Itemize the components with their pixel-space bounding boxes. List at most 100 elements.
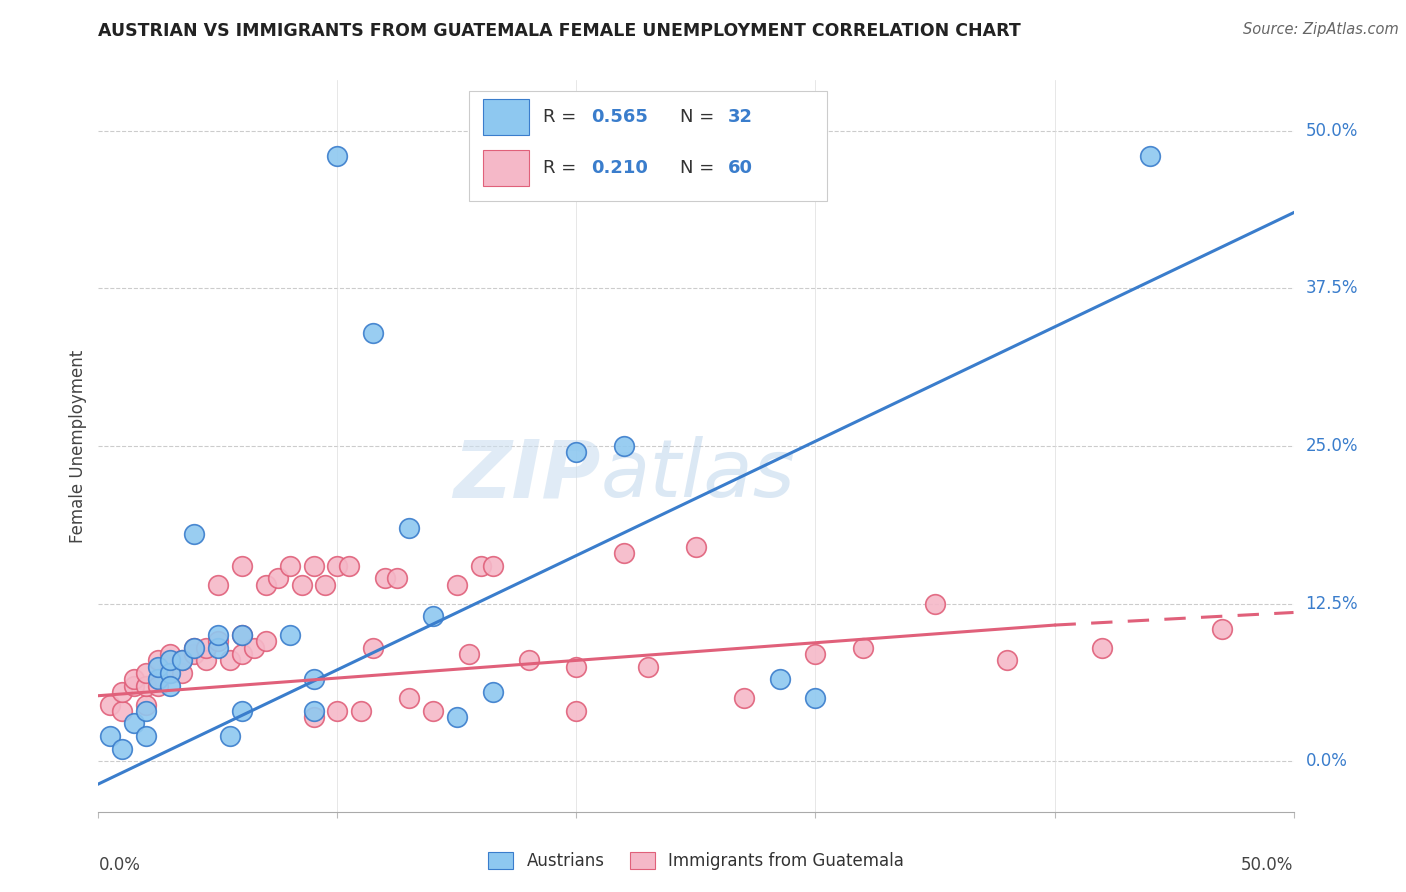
Text: AUSTRIAN VS IMMIGRANTS FROM GUATEMALA FEMALE UNEMPLOYMENT CORRELATION CHART: AUSTRIAN VS IMMIGRANTS FROM GUATEMALA FE… (98, 22, 1021, 40)
Text: N =: N = (681, 108, 720, 126)
Text: 0.565: 0.565 (591, 108, 648, 126)
Point (111, 704, 134, 718)
Point (172, 653, 194, 667)
Text: 0.0%: 0.0% (98, 855, 141, 873)
Point (135, 665, 157, 680)
Point (172, 665, 194, 680)
Point (637, 659, 659, 673)
Point (207, 578, 229, 592)
Point (243, 640, 266, 655)
Text: 25.0%: 25.0% (1305, 437, 1358, 455)
Point (183, 640, 205, 655)
Point (207, 634, 229, 648)
Point (111, 685, 134, 699)
Point (207, 628, 229, 642)
Point (219, 653, 242, 667)
Text: N =: N = (681, 159, 720, 177)
Point (148, 673, 170, 687)
Point (470, 558, 492, 573)
Point (98, 698, 122, 712)
Text: R =: R = (543, 108, 582, 126)
Point (1091, 640, 1114, 655)
Text: 50.0%: 50.0% (1241, 855, 1294, 873)
Text: 60: 60 (728, 159, 754, 177)
Point (267, 571, 290, 585)
Text: 0.210: 0.210 (591, 159, 648, 177)
Point (231, 647, 253, 661)
Point (231, 628, 253, 642)
Point (481, 558, 505, 573)
Point (363, 326, 385, 340)
Point (219, 729, 242, 743)
Point (135, 698, 157, 712)
FancyBboxPatch shape (484, 150, 529, 186)
Point (852, 640, 875, 655)
Point (159, 665, 181, 680)
Point (231, 558, 253, 573)
Point (278, 628, 301, 642)
Point (98, 729, 122, 743)
Point (613, 439, 636, 453)
Point (446, 578, 468, 592)
Point (159, 679, 181, 693)
Point (135, 704, 157, 718)
Point (111, 741, 134, 756)
Text: R =: R = (543, 159, 582, 177)
Point (565, 704, 588, 718)
Point (183, 647, 205, 661)
Point (398, 521, 420, 535)
Point (995, 653, 1018, 667)
Point (337, 558, 360, 573)
Point (1211, 622, 1233, 636)
Point (148, 653, 170, 667)
Point (302, 710, 325, 724)
Point (385, 571, 409, 585)
Point (685, 540, 707, 554)
Text: ZIP: ZIP (453, 436, 600, 515)
Legend: Austrians, Immigrants from Guatemala: Austrians, Immigrants from Guatemala (481, 845, 911, 877)
Point (733, 691, 755, 706)
Point (254, 634, 277, 648)
Point (398, 691, 420, 706)
Point (422, 609, 444, 624)
Point (231, 704, 253, 718)
Point (350, 704, 373, 718)
Point (326, 558, 349, 573)
Text: 37.5%: 37.5% (1305, 279, 1358, 297)
Point (481, 685, 505, 699)
Point (924, 597, 946, 611)
Point (302, 673, 325, 687)
Text: 0.0%: 0.0% (1305, 752, 1347, 771)
FancyBboxPatch shape (470, 91, 827, 201)
Point (194, 640, 217, 655)
Point (768, 673, 790, 687)
Point (135, 729, 157, 743)
Point (183, 640, 205, 655)
Point (565, 445, 588, 459)
Y-axis label: Female Unemployment: Female Unemployment (69, 350, 87, 542)
Point (135, 679, 157, 693)
Point (172, 653, 194, 667)
Point (124, 679, 146, 693)
Point (159, 647, 181, 661)
Point (148, 659, 170, 673)
FancyBboxPatch shape (484, 99, 529, 136)
Point (231, 628, 253, 642)
Point (159, 659, 181, 673)
Point (302, 558, 325, 573)
Text: 50.0%: 50.0% (1305, 121, 1358, 140)
Text: 32: 32 (728, 108, 754, 126)
Point (159, 665, 181, 680)
Text: atlas: atlas (600, 436, 796, 515)
Point (804, 647, 827, 661)
Point (315, 578, 337, 592)
Point (290, 578, 312, 592)
Point (278, 558, 301, 573)
Point (159, 653, 181, 667)
Point (446, 710, 468, 724)
Point (124, 716, 146, 731)
Point (422, 704, 444, 718)
Point (183, 527, 205, 541)
Point (517, 653, 540, 667)
Point (207, 640, 229, 655)
